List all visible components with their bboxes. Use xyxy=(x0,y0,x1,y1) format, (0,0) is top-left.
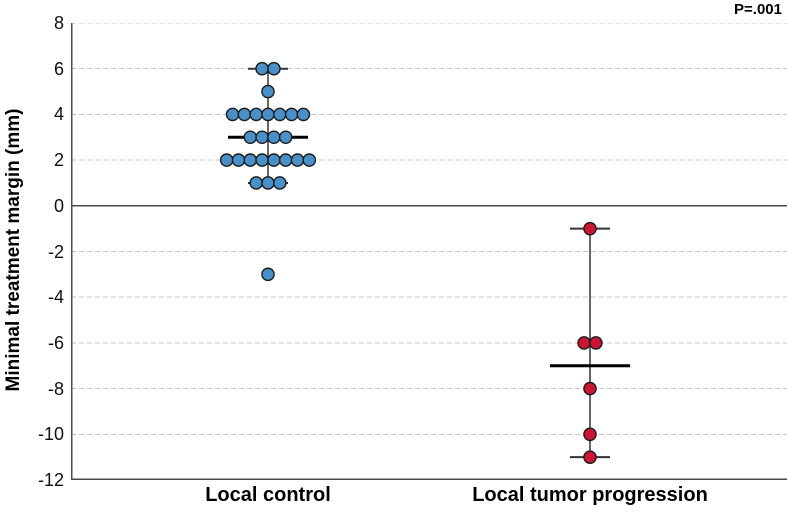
y-tick-label: 2 xyxy=(53,150,64,171)
data-dot xyxy=(290,153,305,167)
x-category-label-local-tumor-progression: Local tumor progression xyxy=(472,484,708,506)
data-dot xyxy=(267,61,281,76)
data-dot xyxy=(267,153,281,167)
data-dot xyxy=(272,107,287,122)
y-tick-label: -2 xyxy=(47,241,64,262)
y-tick-label: 6 xyxy=(53,58,64,79)
data-dot xyxy=(278,130,293,145)
y-tick-label: -6 xyxy=(47,332,64,353)
data-dot xyxy=(255,153,269,167)
data-dot xyxy=(243,153,258,167)
data-dot xyxy=(296,107,311,122)
plot-area xyxy=(71,23,787,480)
data-dot xyxy=(225,107,240,122)
data-dot xyxy=(219,153,234,167)
data-dot xyxy=(589,336,603,350)
data-dot xyxy=(261,176,275,190)
data-dot xyxy=(255,130,269,145)
y-tick-label: 0 xyxy=(53,195,64,216)
y-tick-label: -10 xyxy=(37,424,64,445)
y-tick-label: 4 xyxy=(53,104,64,125)
chart-canvas xyxy=(71,23,787,480)
data-dot xyxy=(583,450,597,464)
data-dot xyxy=(231,153,246,167)
data-dot xyxy=(243,130,258,145)
y-tick-label: -8 xyxy=(47,378,64,399)
data-dot xyxy=(583,427,597,442)
x-category-label-local-control: Local control xyxy=(205,484,331,506)
y-tick-label: -4 xyxy=(47,287,64,308)
data-dot xyxy=(583,221,597,236)
data-dot xyxy=(583,381,597,396)
data-dot xyxy=(249,107,263,122)
data-dot xyxy=(261,267,275,282)
data-dot xyxy=(249,176,263,190)
data-dot xyxy=(267,130,281,145)
p-value-label: P=.001 xyxy=(734,1,782,18)
y-tick-label: -12 xyxy=(37,470,64,490)
y-tick-label: 8 xyxy=(53,13,64,33)
data-dot xyxy=(577,336,591,350)
data-dot xyxy=(278,153,293,167)
data-dot xyxy=(284,107,299,122)
data-dot xyxy=(261,84,275,99)
data-dot xyxy=(302,153,317,167)
data-dot xyxy=(237,107,252,122)
data-dot xyxy=(272,176,287,190)
data-dot xyxy=(261,107,275,122)
data-dot xyxy=(255,61,269,76)
